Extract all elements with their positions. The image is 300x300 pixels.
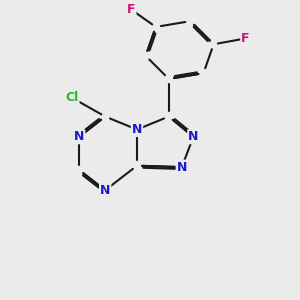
Text: N: N	[132, 123, 142, 136]
Text: F: F	[241, 32, 250, 45]
Text: Cl: Cl	[65, 91, 79, 104]
Text: N: N	[188, 130, 199, 143]
Text: N: N	[177, 160, 187, 174]
Text: N: N	[100, 184, 110, 197]
Text: N: N	[74, 130, 84, 143]
Text: F: F	[127, 3, 136, 16]
